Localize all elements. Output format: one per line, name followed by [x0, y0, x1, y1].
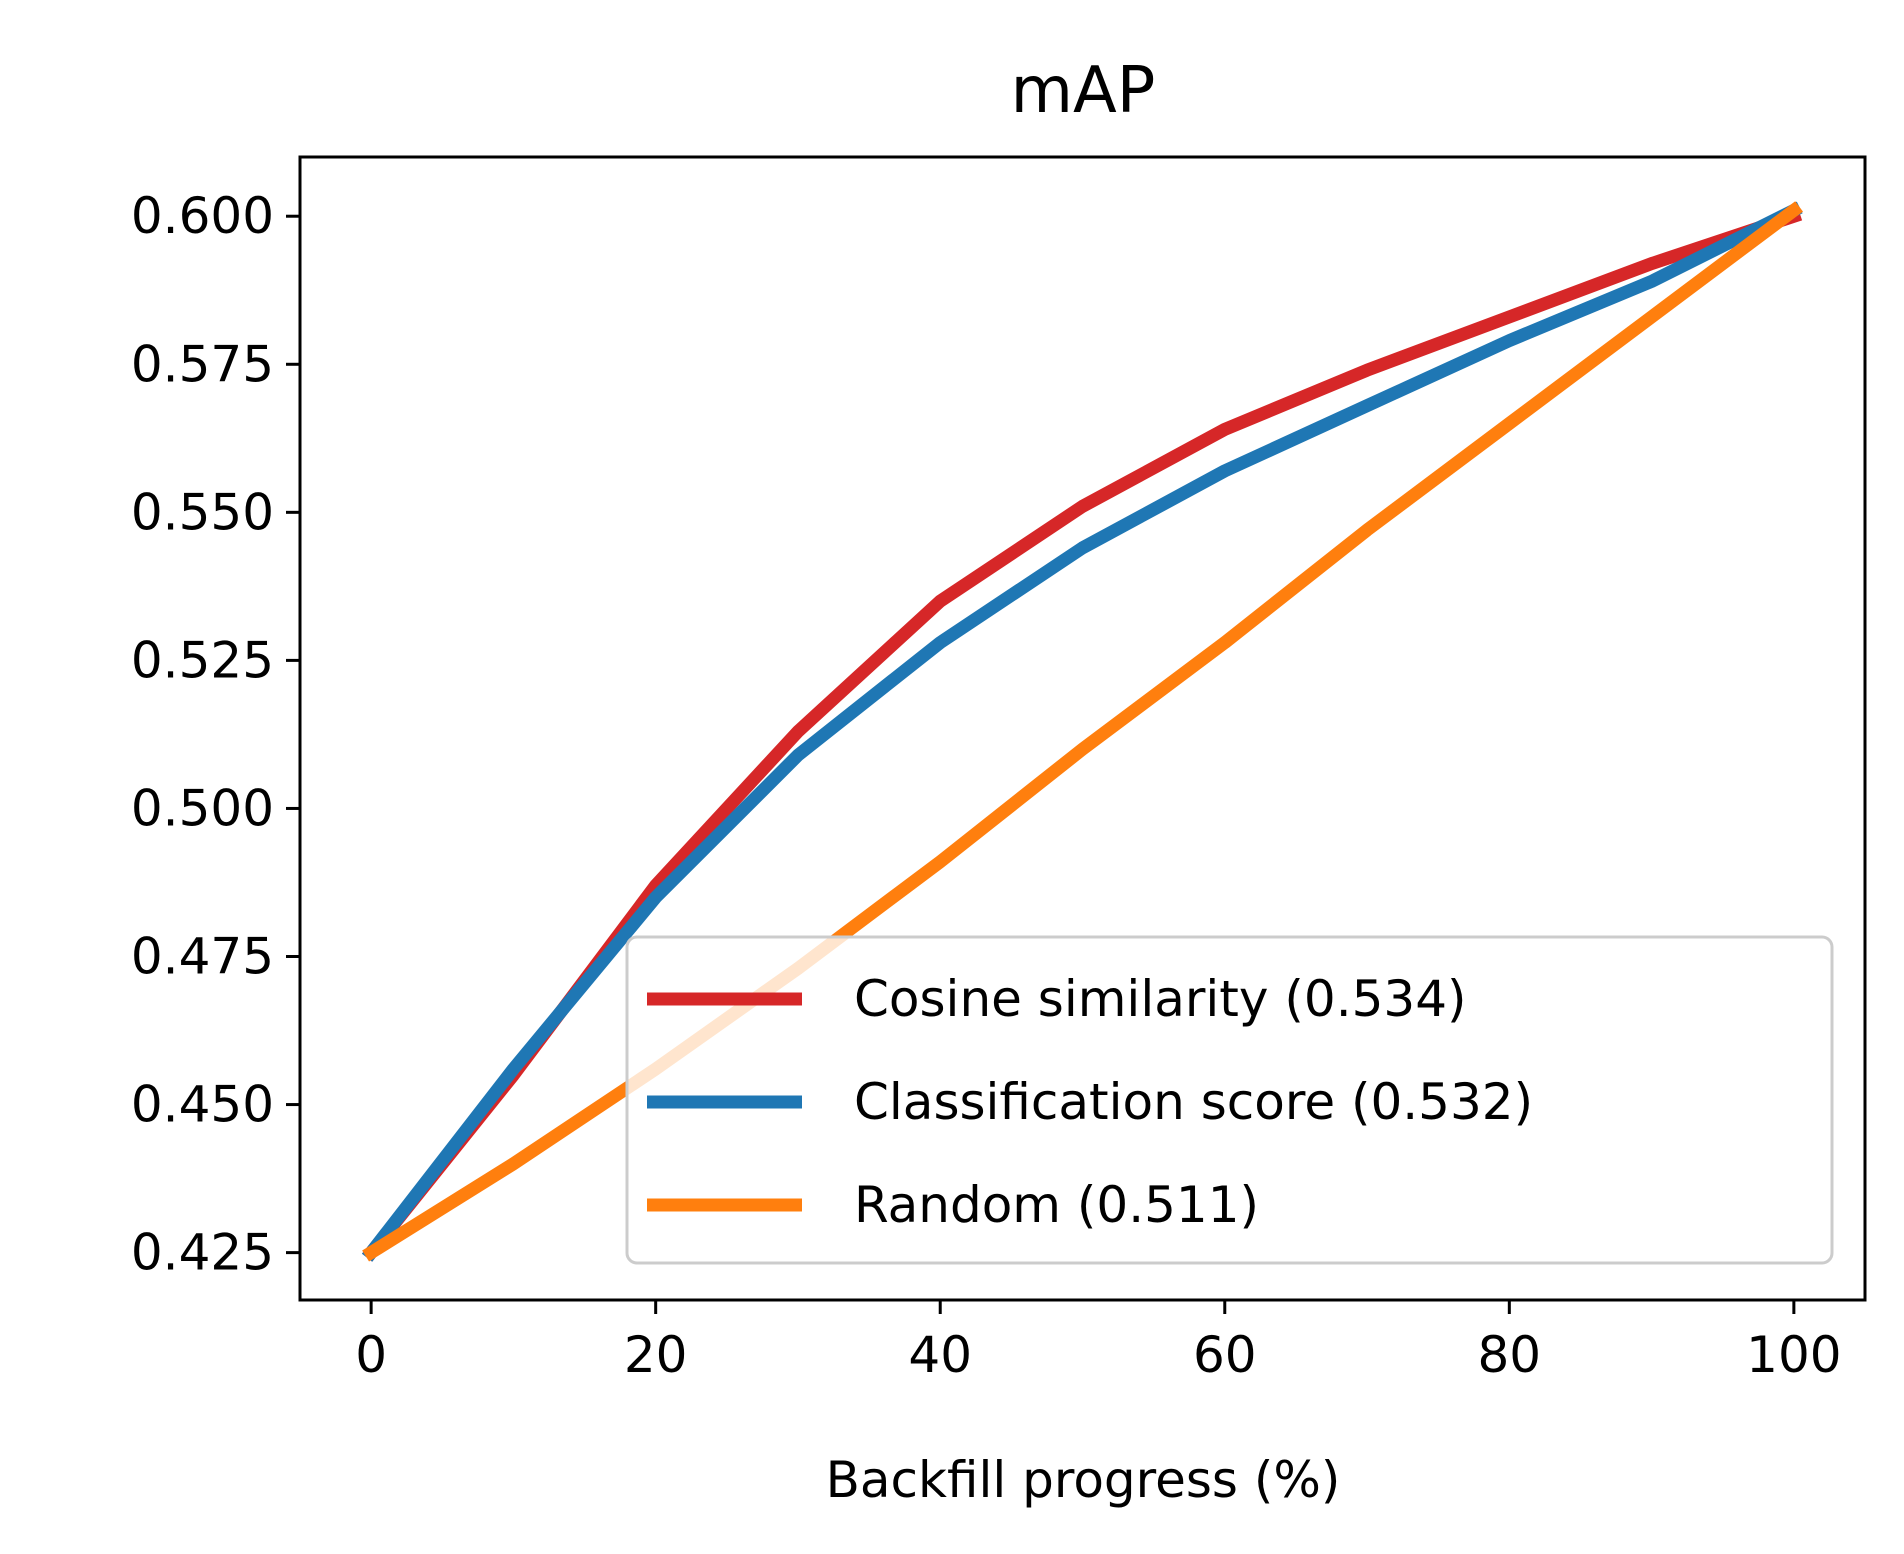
legend-label-0: Cosine similarity (0.534) — [854, 970, 1467, 1028]
x-tick-label: 60 — [1193, 1326, 1257, 1384]
series-lines — [361, 201, 1803, 1262]
y-tick-label: 0.425 — [131, 1224, 274, 1282]
series-line-1 — [361, 201, 1803, 1262]
y-tick-label: 0.575 — [131, 335, 274, 393]
y-tick-label: 0.525 — [131, 631, 274, 689]
legend-box — [625, 935, 1834, 1265]
chart-title: mAP — [1011, 54, 1156, 128]
x-tick-label: 20 — [624, 1326, 688, 1384]
y-tick-label: 0.500 — [131, 779, 274, 837]
x-tick-label: 0 — [355, 1326, 387, 1384]
x-tick-label: 40 — [908, 1326, 972, 1384]
y-tick-label: 0.600 — [131, 187, 274, 245]
y-tick-label: 0.450 — [131, 1076, 274, 1134]
plot-frame — [298, 155, 1867, 1302]
x-tick-label: 80 — [1478, 1326, 1542, 1384]
x-axis: 0 20 40 60 80 100 — [355, 1300, 1842, 1384]
y-tick-label: 0.475 — [131, 928, 274, 986]
series-line-2 — [362, 201, 1803, 1262]
legend: Cosine similarity (0.534) Classification … — [625, 935, 1834, 1265]
legend-label-2: Random (0.511) — [854, 1176, 1259, 1234]
x-axis-label: Backfill progress (%) — [826, 1451, 1341, 1509]
x-tick-label: 100 — [1746, 1326, 1841, 1384]
y-tick-label: 0.550 — [131, 483, 274, 541]
legend-label-1: Classification score (0.532) — [854, 1073, 1533, 1131]
y-axis: 0.425 0.450 0.475 0.500 0.525 0.550 0.575 0.600 — [131, 187, 300, 1282]
